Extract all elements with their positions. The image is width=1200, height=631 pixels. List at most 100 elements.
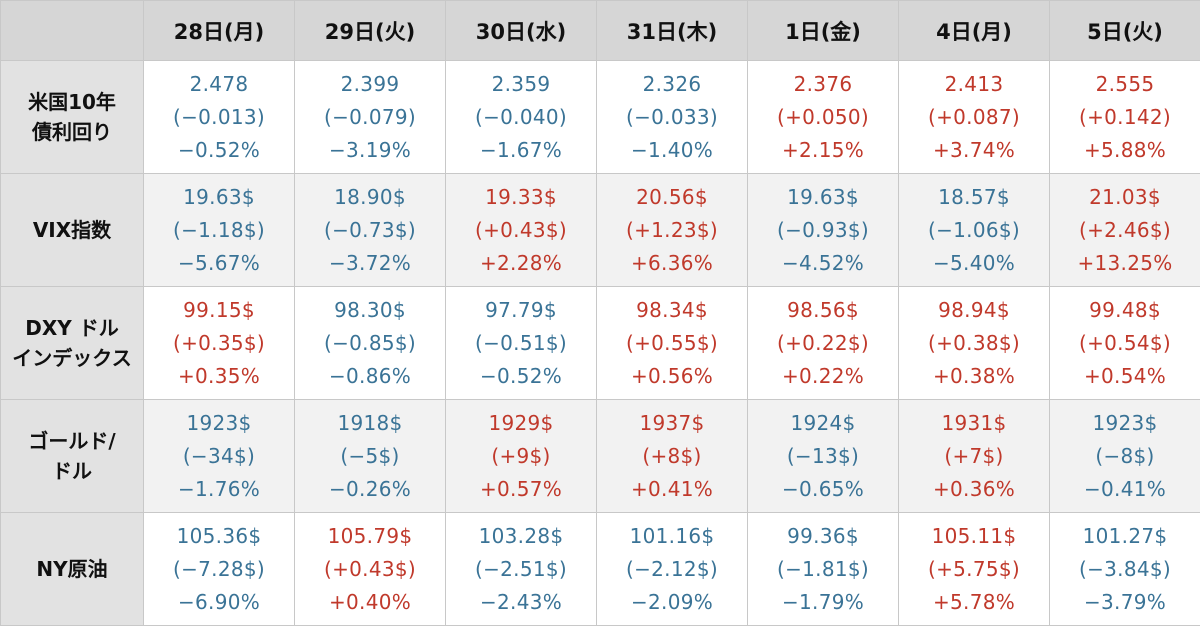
row-label-line: DXY ドル: [25, 316, 119, 340]
row-label-line: ゴールド/: [28, 429, 116, 453]
table-row: NY原油 105.36$ (−7.28$) −6.90% 105.79$ (+0.43$)…: [0, 512, 1200, 626]
data-cell: 2.326 (−0.033) −1.40%: [596, 60, 748, 174]
data-cell: 2.478 (−0.013) −0.52%: [143, 60, 295, 174]
value-text: 1937$: [639, 410, 705, 435]
data-cell: 21.03$ (+2.46$) +13.25%: [1049, 173, 1200, 287]
percent-text: −0.52%: [177, 137, 261, 162]
value-text: 2.376: [793, 71, 853, 96]
percent-text: +0.41%: [630, 476, 714, 501]
percent-text: −1.67%: [479, 137, 563, 162]
percent-text: +6.36%: [630, 250, 714, 275]
value-text: 20.56$: [636, 184, 708, 209]
percent-text: +0.54%: [1083, 363, 1167, 388]
change-text: (−0.013): [172, 104, 266, 129]
change-text: (+0.43$): [474, 217, 568, 242]
data-cell: 2.413 (+0.087) +3.74%: [898, 60, 1050, 174]
value-text: 2.326: [642, 71, 702, 96]
corner-cell: [0, 0, 144, 61]
value-text: 99.48$: [1089, 297, 1161, 322]
change-text: (+0.142): [1078, 104, 1172, 129]
value-text: 105.36$: [176, 523, 262, 548]
data-cell: 99.48$ (+0.54$) +0.54%: [1049, 286, 1200, 400]
value-text: 99.36$: [787, 523, 859, 548]
data-cell: 99.15$ (+0.35$) +0.35%: [143, 286, 295, 400]
value-text: 99.15$: [183, 297, 255, 322]
value-text: 105.11$: [931, 523, 1017, 548]
change-text: (+0.43$): [323, 556, 417, 581]
change-text: (−1.06$): [927, 217, 1021, 242]
change-text: (+5.75$): [927, 556, 1021, 581]
day-header: 4日(月): [898, 0, 1050, 61]
percent-text: +0.22%: [781, 363, 865, 388]
percent-text: +0.57%: [479, 476, 563, 501]
percent-text: −0.65%: [781, 476, 865, 501]
table-row: DXY ドル インデックス 99.15$ (+0.35$) +0.35% 98.30$ (−…: [0, 286, 1200, 400]
percent-text: −6.90%: [177, 589, 261, 614]
percent-text: +0.38%: [932, 363, 1016, 388]
row-label-line: NY原油: [36, 557, 108, 581]
data-cell: 2.359 (−0.040) −1.67%: [445, 60, 597, 174]
change-text: (−0.079): [323, 104, 417, 129]
percent-text: +0.40%: [328, 589, 412, 614]
data-cell: 1923$ (−34$) −1.76%: [143, 399, 295, 513]
value-text: 2.413: [944, 71, 1004, 96]
day-header: 28日(月): [143, 0, 295, 61]
change-text: (+0.38$): [927, 330, 1021, 355]
value-text: 98.30$: [334, 297, 406, 322]
data-cell: 1923$ (−8$) −0.41%: [1049, 399, 1200, 513]
data-cell: 98.34$ (+0.55$) +0.56%: [596, 286, 748, 400]
data-cell: 18.57$ (−1.06$) −5.40%: [898, 173, 1050, 287]
value-text: 97.79$: [485, 297, 557, 322]
data-cell: 1937$ (+8$) +0.41%: [596, 399, 748, 513]
change-text: (−2.12$): [625, 556, 719, 581]
row-label-line: VIX指数: [32, 218, 112, 242]
value-text: 1931$: [941, 410, 1007, 435]
data-cell: 19.63$ (−1.18$) −5.67%: [143, 173, 295, 287]
value-text: 2.478: [189, 71, 249, 96]
header-row: 28日(月) 29日(火) 30日(水) 31日(木) 1日(金) 4日(月) …: [0, 0, 1200, 61]
row-label-line: 米国10年: [28, 90, 116, 114]
change-text: (−5$): [340, 443, 400, 468]
value-text: 2.359: [491, 71, 551, 96]
value-text: 98.34$: [636, 297, 708, 322]
change-text: (−1.18$): [172, 217, 266, 242]
change-text: (+0.050): [776, 104, 870, 129]
percent-text: −5.40%: [932, 250, 1016, 275]
data-cell: 103.28$ (−2.51$) −2.43%: [445, 512, 597, 626]
percent-text: +0.36%: [932, 476, 1016, 501]
change-text: (+0.54$): [1078, 330, 1172, 355]
data-cell: 99.36$ (−1.81$) −1.79%: [747, 512, 899, 626]
change-text: (−0.033): [625, 104, 719, 129]
value-text: 1918$: [337, 410, 403, 435]
change-text: (+9$): [491, 443, 551, 468]
data-cell: 98.30$ (−0.85$) −0.86%: [294, 286, 446, 400]
value-text: 21.03$: [1089, 184, 1161, 209]
change-text: (+0.55$): [625, 330, 719, 355]
change-text: (−13$): [786, 443, 860, 468]
change-text: (−2.51$): [474, 556, 568, 581]
day-header: 29日(火): [294, 0, 446, 61]
table-row: 米国10年 債利回り 2.478 (−0.013) −0.52% 2.399 (−0.079…: [0, 60, 1200, 174]
percent-text: +0.56%: [630, 363, 714, 388]
value-text: 2.555: [1095, 71, 1155, 96]
percent-text: −3.79%: [1083, 589, 1167, 614]
value-text: 101.16$: [629, 523, 715, 548]
table-row: VIX指数 19.63$ (−1.18$) −5.67% 18.90$ (−0.73$) −…: [0, 173, 1200, 287]
change-text: (−7.28$): [172, 556, 266, 581]
value-text: 98.56$: [787, 297, 859, 322]
value-text: 18.57$: [938, 184, 1010, 209]
row-label: DXY ドル インデックス: [0, 286, 144, 400]
change-text: (+0.35$): [172, 330, 266, 355]
percent-text: −5.67%: [177, 250, 261, 275]
data-cell: 18.90$ (−0.73$) −3.72%: [294, 173, 446, 287]
data-cell: 1931$ (+7$) +0.36%: [898, 399, 1050, 513]
percent-text: −0.26%: [328, 476, 412, 501]
percent-text: −0.41%: [1083, 476, 1167, 501]
value-text: 19.63$: [787, 184, 859, 209]
data-cell: 105.36$ (−7.28$) −6.90%: [143, 512, 295, 626]
change-text: (+7$): [944, 443, 1004, 468]
row-label-line: ドル: [52, 459, 92, 483]
value-text: 1924$: [790, 410, 856, 435]
data-cell: 98.56$ (+0.22$) +0.22%: [747, 286, 899, 400]
percent-text: −1.40%: [630, 137, 714, 162]
